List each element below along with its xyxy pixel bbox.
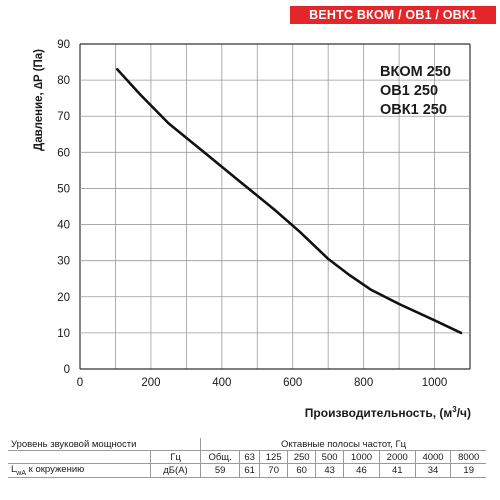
y-tick-label: 80 [57, 75, 70, 87]
unit-hz: Гц [149, 450, 202, 464]
y-tick-label: 60 [57, 147, 70, 159]
unit-dba: дБ(А) [149, 463, 202, 478]
lwa-label-sub: wA [16, 469, 27, 477]
x-axis-label-end: /ч) [457, 406, 471, 420]
band-125: 125 [259, 450, 289, 464]
y-tick-label: 10 [57, 328, 70, 340]
product-badge: ВЕНТС ВКОМ / ОВ1 / ОВК1 [290, 6, 496, 24]
value-1000: 46 [343, 463, 380, 478]
x-tick-label: 400 [212, 377, 231, 389]
y-tick-label: 50 [57, 183, 70, 195]
band-2000: 2000 [378, 450, 416, 464]
value-500: 43 [315, 463, 345, 478]
model-label-vkom: ВКОМ 250 [380, 64, 451, 80]
y-tick-label: 40 [57, 220, 70, 232]
y-tick-label: 0 [64, 364, 70, 376]
y-tick-label: 20 [57, 292, 70, 304]
band-500: 500 [315, 450, 345, 464]
model-label-ov1: ОВ1 250 [380, 83, 439, 99]
value-4000: 34 [414, 463, 452, 478]
chart-tick-labels: 0 200 400 600 800 1000 0 10 20 30 40 50 60 70 80 90 [57, 39, 447, 389]
x-tick-label: 1000 [422, 377, 448, 389]
value-63: 61 [239, 463, 261, 478]
lwa-label: LwA к окружению [8, 463, 151, 478]
x-axis-label-main: Производительность, (м [305, 406, 453, 420]
table-row: Уровень звуковой мощности Октавные полос… [8, 438, 486, 451]
band-4000: 4000 [414, 450, 452, 464]
band-250: 250 [287, 450, 317, 464]
series-line [115, 68, 463, 335]
y-tick-label: 70 [57, 111, 70, 123]
value-8000: 19 [450, 463, 486, 478]
value-total: 59 [200, 463, 241, 478]
x-axis-label-sup: 3 [452, 405, 457, 414]
value-125: 70 [259, 463, 289, 478]
x-tick-label: 800 [354, 377, 373, 389]
model-label-ovk1: ОВК1 250 [380, 102, 447, 118]
lwa-label-rest: к окружению [26, 464, 85, 475]
band-8000: 8000 [450, 450, 486, 464]
lwa-label-main: L [11, 464, 17, 475]
value-250: 60 [287, 463, 317, 478]
chart-series [115, 68, 463, 335]
y-axis-label: Давление, ∆P (Па) [33, 49, 45, 151]
sound-power-label: Уровень звуковой мощности [8, 438, 202, 451]
y-tick-label: 90 [57, 39, 70, 51]
pressure-flow-chart: 0 200 400 600 800 1000 0 10 20 30 40 50 60 70 80 90 Дав… [33, 39, 471, 420]
band-1000: 1000 [343, 450, 380, 464]
value-2000: 41 [378, 463, 416, 478]
x-tick-label: 600 [283, 377, 302, 389]
chart-grid [79, 43, 471, 370]
y-tick-label: 30 [57, 256, 70, 268]
table-row: Гц Общ. 63 125 250 500 1000 2000 4000 80… [8, 450, 486, 464]
x-tick-label: 200 [141, 377, 160, 389]
octave-bands-header: Октавные полосы частот, Гц [200, 438, 486, 451]
sound-power-table: Уровень звуковой мощности Октавные полос… [8, 438, 486, 478]
band-63: 63 [239, 450, 261, 464]
x-axis-label: Производительность, (м3/ч) [305, 405, 471, 420]
x-tick-label: 0 [77, 377, 83, 389]
band-total: Общ. [200, 450, 241, 464]
table-row: LwA к окружению дБ(А) 59 61 70 60 43 46 … [8, 463, 486, 478]
